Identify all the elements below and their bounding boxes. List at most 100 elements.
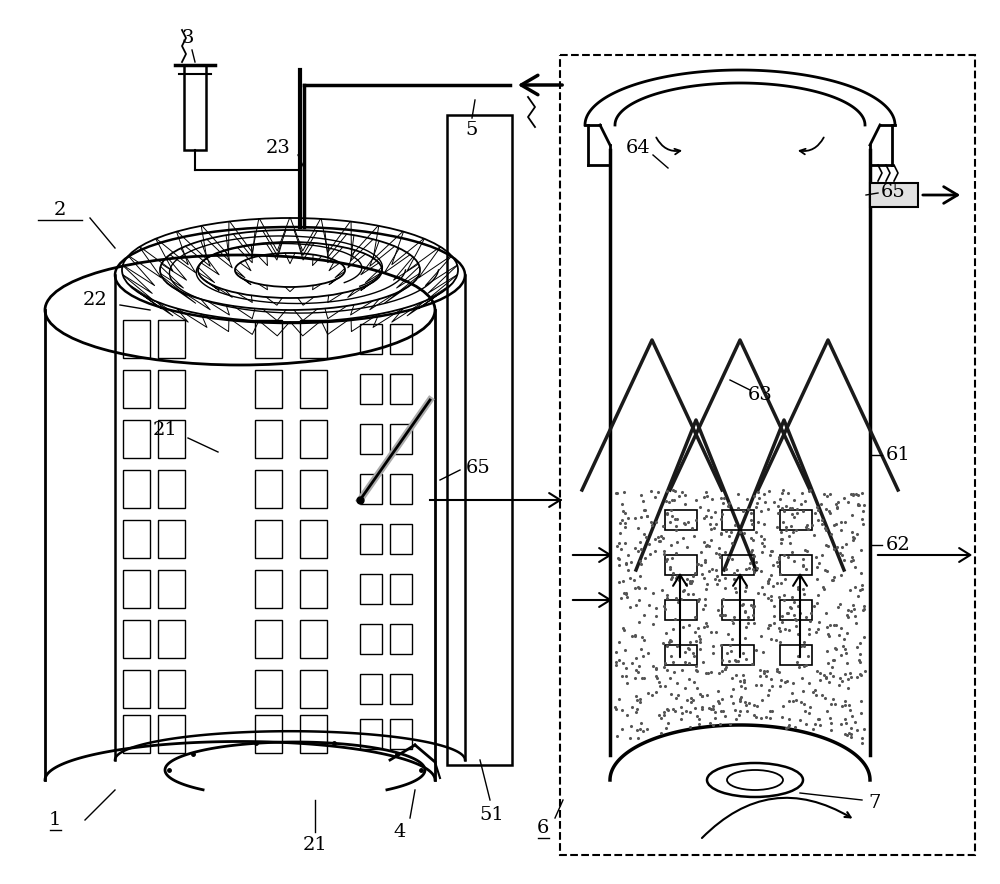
Point [680,640,696,654]
Point [698,582,714,596]
Point [813,497,829,511]
Point [786,608,802,622]
Point [830,600,846,614]
Text: 7: 7 [869,794,881,812]
Point [781,718,797,732]
Point [698,667,714,681]
Point [727,581,743,595]
Point [713,705,729,719]
Point [776,593,792,607]
Point [833,648,849,662]
Point [792,713,808,728]
Point [805,685,821,699]
Point [633,557,649,571]
Point [834,547,850,561]
Point [826,570,842,584]
Point [843,730,859,744]
Point [723,690,739,704]
Point [756,487,772,501]
Point [714,599,730,613]
Point [703,510,719,524]
Point [659,591,675,606]
Point [761,618,777,632]
Bar [300,570,327,608]
Point [773,537,789,551]
Point [668,591,684,606]
Point [707,571,723,585]
Point [677,497,693,511]
Point [768,633,784,647]
Point [686,675,702,690]
Point [704,492,720,507]
Point [856,629,872,644]
Point [794,486,810,500]
Point [851,498,867,512]
Bar [360,374,382,404]
Point [823,697,839,711]
Bar [390,374,412,404]
Point [790,628,806,642]
Bar [158,715,185,753]
Point [728,654,744,668]
Point [746,565,762,579]
Point [812,718,828,732]
Point [722,638,738,652]
Text: 5: 5 [466,121,478,139]
Point [643,514,659,529]
Point [725,616,741,630]
Point [834,674,850,689]
Point [781,712,797,726]
Point [786,554,802,568]
Point [683,691,699,705]
Point [821,629,837,643]
Point [680,587,696,601]
Point [807,683,823,697]
Point [853,544,869,558]
Point [724,613,740,627]
Point [774,500,790,514]
Point [616,623,632,637]
Point [664,570,680,584]
Point [737,695,753,709]
Point [845,598,861,612]
Point [730,501,746,515]
Point [721,496,737,510]
Point [852,636,868,650]
Text: 21: 21 [303,836,327,854]
Point [840,681,856,695]
Point [611,558,627,572]
Point [711,696,727,710]
Bar [390,624,412,654]
Point [657,601,673,615]
Point [690,594,706,608]
Point [695,602,711,616]
Point [629,703,645,717]
Point [677,517,693,531]
Point [843,553,859,568]
Point [818,523,834,537]
Point [772,624,788,638]
Point [759,664,775,678]
Point [750,586,766,600]
Point [730,487,746,501]
Point [774,711,790,725]
Point [632,692,648,706]
Point [781,694,797,708]
Point [763,568,779,582]
Point [856,602,872,616]
Point [614,669,630,683]
Point [678,704,694,718]
Point [798,561,814,575]
Point [639,508,655,522]
Point [838,646,854,660]
Point [843,487,859,501]
Point [814,517,830,531]
Point [760,621,776,635]
Bar [300,670,327,708]
Point [728,667,744,682]
Point [729,563,745,577]
Point [636,503,652,517]
Point [818,606,834,620]
Point [631,593,647,607]
Point [797,544,813,558]
